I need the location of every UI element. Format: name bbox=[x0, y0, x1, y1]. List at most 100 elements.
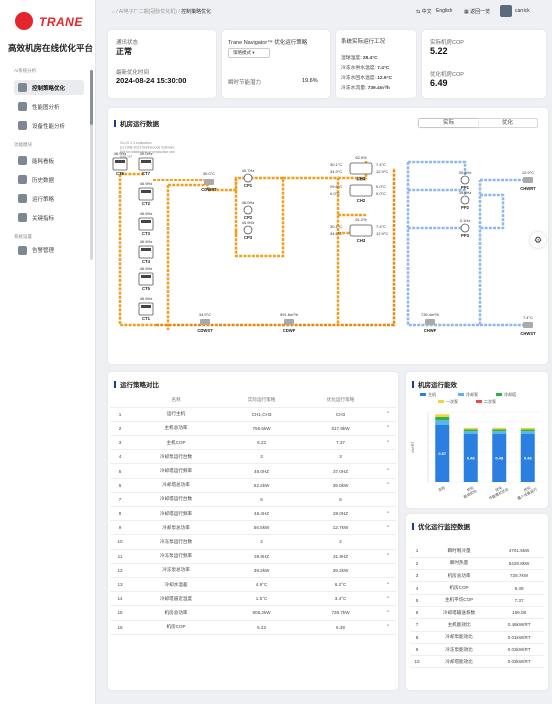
sidebar-item-performance[interactable]: 性能图分析 bbox=[14, 99, 84, 114]
up-icon: ⌃ bbox=[380, 506, 396, 522]
ch-cond-in: 30.1°C bbox=[330, 162, 342, 167]
table-row: 3 主机COP 6.22 7.37 ⌃ bbox=[110, 435, 396, 451]
sidebar-item-history[interactable]: 历史数据 bbox=[14, 172, 84, 187]
bar-main bbox=[463, 434, 478, 482]
sidebar-scrollbar[interactable] bbox=[90, 70, 93, 260]
chart-icon bbox=[18, 102, 27, 111]
up-icon bbox=[380, 563, 396, 578]
bar-main bbox=[492, 434, 507, 482]
energy-title: 机房运行能效 bbox=[412, 379, 457, 389]
bar-tower bbox=[463, 429, 478, 432]
bar-cond-pump bbox=[463, 431, 478, 434]
home-button[interactable]: ▦ 返回一览 bbox=[464, 9, 491, 15]
cop-card: 实际机房COP 5.22 优化机房COP 6.49 bbox=[422, 30, 546, 98]
cp-freq: 46.0Hz bbox=[242, 200, 255, 205]
row-value: 0.03kW/RT bbox=[494, 655, 544, 669]
sidebar-item-policy[interactable]: 运行策略 bbox=[14, 191, 84, 206]
table-row: 9 冷却泵总功率 56.5kW 12.7kW ⌃ bbox=[110, 520, 396, 536]
cooling-tower-icon bbox=[138, 302, 154, 316]
cond-row: 冷冻水流量: 739.4m³/h bbox=[341, 86, 390, 91]
ct-freq: 46.9Hz bbox=[140, 211, 153, 216]
row-name: 冷冻泵能效比 bbox=[424, 643, 495, 657]
bar-main bbox=[435, 425, 450, 482]
chiller-icon bbox=[349, 184, 373, 197]
bar-cond-pump bbox=[520, 431, 535, 434]
row-actual: 6.22 bbox=[222, 435, 302, 451]
cooling-tower-fan bbox=[141, 275, 151, 278]
kpi-icon bbox=[18, 213, 27, 222]
watermark-text: Not for distribution or production use bbox=[120, 150, 175, 154]
row-name: 冷却塔输送系数 bbox=[424, 606, 495, 620]
table-row: 9 冷冻泵能效比 0.03kW/RT bbox=[410, 643, 544, 657]
gear-icon[interactable]: ⚙ bbox=[530, 232, 546, 248]
legend-swatch bbox=[420, 393, 426, 396]
row-actual: 6 bbox=[222, 492, 302, 508]
up-icon: ⌃ bbox=[380, 620, 396, 635]
cp-name: CP2 bbox=[244, 215, 253, 220]
legend-swatch bbox=[476, 400, 482, 403]
cdwst-temp: 34.9°C bbox=[199, 312, 211, 317]
table-row: 16 机房COP 5.22 6.49 ⌃ bbox=[110, 620, 396, 635]
cooling-tower-icon bbox=[138, 217, 154, 231]
chwf-name: CHWF bbox=[424, 328, 437, 333]
bar-primary-pump bbox=[435, 414, 450, 417]
lang-en-button[interactable]: English bbox=[436, 8, 453, 14]
ch-load: 62.9% bbox=[355, 155, 367, 160]
pump-icon bbox=[460, 175, 470, 185]
row-opt: 617.8kW bbox=[301, 421, 380, 437]
cdwf-flow: 991.6m³/h bbox=[280, 312, 298, 317]
chwf-flow: 739.4m³/h bbox=[421, 312, 439, 317]
avatar[interactable] bbox=[500, 5, 512, 17]
x-tick-label: 实际 bbox=[437, 485, 446, 493]
row-name: 冷却泵总功率 bbox=[130, 520, 223, 536]
lang-zh-button[interactable]: ⇆ 中文 bbox=[416, 9, 432, 15]
sidebar-item-alarm[interactable]: 告警管理 bbox=[14, 245, 84, 255]
row-name: 冷却塔能效比 bbox=[424, 655, 495, 669]
table-row: 10 冷却塔能效比 0.03kW/RT bbox=[410, 655, 544, 669]
cooling-tower-fan bbox=[141, 305, 151, 308]
sidebar-item-kpi[interactable]: 关键指标 bbox=[14, 210, 84, 225]
sidebar-item-dashboard[interactable]: 能耗看板 bbox=[14, 153, 84, 168]
condenser-pipe bbox=[118, 174, 156, 327]
row-opt: 31.9HZ bbox=[301, 549, 380, 564]
tab-actual[interactable]: 实际 bbox=[419, 119, 478, 127]
chilled-pipe bbox=[480, 193, 505, 230]
legend-label: 冷却塔 bbox=[504, 391, 516, 397]
pp-name: PP3 bbox=[461, 233, 470, 238]
row-opt: 37.0HZ bbox=[301, 463, 380, 479]
row-no: 3 bbox=[110, 435, 130, 451]
ct-freq: 46.9Hz bbox=[140, 181, 153, 186]
bar-cond-pump bbox=[435, 420, 450, 425]
bar-tower bbox=[520, 429, 535, 432]
row-opt: 7.37 bbox=[301, 435, 380, 451]
breadcrumb-path[interactable]: ⌂ / AI电子厂二期(冠脉优化机) / bbox=[112, 9, 180, 15]
row-opt: 3 bbox=[301, 449, 380, 465]
pump-icon bbox=[243, 225, 253, 235]
strategy-select[interactable]: 策略模式 ▾ bbox=[228, 48, 270, 58]
tab-optimized[interactable]: 优化 bbox=[501, 120, 513, 126]
row-opt: 12.7kW bbox=[301, 520, 380, 536]
row-no: 9 bbox=[110, 520, 130, 536]
row-opt: 728.7kW bbox=[301, 605, 380, 621]
up-icon bbox=[380, 492, 396, 508]
bar-primary-pump bbox=[492, 427, 507, 430]
chwst-name: CHWST bbox=[520, 331, 536, 336]
ch-name: CH2 bbox=[357, 198, 366, 203]
chwrt-name: CHWRT bbox=[520, 186, 536, 191]
cooling-tower-fan bbox=[115, 160, 125, 163]
table-row: 4 冷却泵运行台数 3 3 bbox=[110, 449, 396, 465]
table-row: 14 冷却塔逼近温度 1.5°C 3.4°C ⌃ bbox=[110, 591, 396, 607]
user-name[interactable]: carrick bbox=[515, 8, 530, 14]
ch-cond-in: 30.1°C bbox=[330, 224, 342, 229]
sidebar-section-ai: AI系统分析 bbox=[14, 68, 37, 73]
sidebar-item-device[interactable]: 设备性能分析 bbox=[14, 118, 84, 133]
row-name: 主机能效比 bbox=[424, 618, 495, 632]
cooling-tower-fan bbox=[141, 220, 151, 223]
sidebar-item-strategy[interactable]: 控制策略优化 bbox=[14, 80, 84, 95]
cooling-tower-icon bbox=[138, 272, 154, 286]
ct-name: CT3 bbox=[142, 231, 151, 236]
row-name: 冷却水温差 bbox=[130, 577, 223, 593]
table-row: 10 冷冻泵运行台数 2 2 bbox=[110, 534, 396, 550]
row-no: 8 bbox=[110, 506, 130, 522]
row-actual: 1.5°C bbox=[222, 591, 302, 607]
